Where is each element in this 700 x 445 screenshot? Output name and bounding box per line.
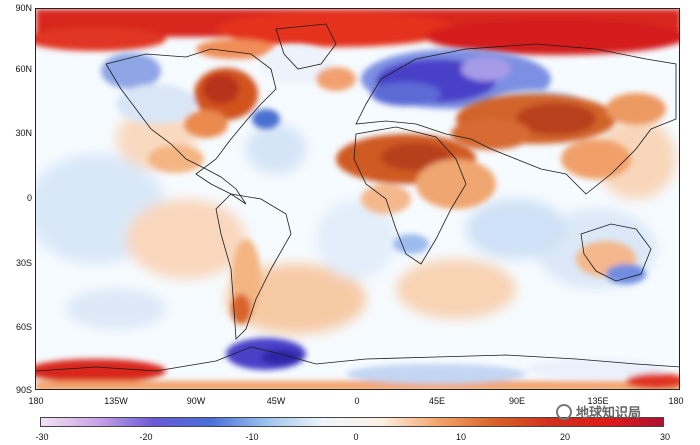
asia-warm-anomaly	[451, 93, 666, 179]
lon-label-90w: 90W	[186, 396, 206, 406]
lon-label-180e: 180	[668, 396, 684, 406]
colorbar	[40, 417, 664, 427]
map-canvas	[36, 9, 679, 389]
arctic-warm-band	[36, 9, 679, 59]
lon-label-135w: 135W	[104, 396, 128, 406]
coast-greenland	[275, 23, 337, 70]
colorbar-tick: -20	[139, 432, 153, 442]
lon-label-0: 0	[354, 396, 360, 406]
watermark: 地球知识局	[556, 402, 641, 421]
colorbar-tick: 20	[559, 432, 571, 442]
colorbar-tick: 10	[455, 432, 467, 442]
colorbar-tick: -30	[35, 432, 49, 442]
lon-label-45w: 45W	[266, 396, 286, 406]
coast-australia	[580, 223, 652, 282]
lat-label-0: 0	[26, 193, 32, 203]
lat-label-60n: 60N	[15, 64, 32, 74]
lat-label-90s: 90S	[15, 385, 32, 395]
southern-hemisphere-land	[231, 234, 646, 324]
eurasia-cold-anomaly	[361, 49, 581, 118]
colorbar-tick: 0	[353, 432, 359, 442]
map-plot-area	[35, 8, 680, 390]
coast-antarctica	[36, 346, 679, 372]
lon-label-180w: 180	[28, 396, 44, 406]
lon-label-45e: 45E	[428, 396, 446, 406]
colorbar-tick: 30	[659, 432, 671, 442]
coast-africa	[353, 126, 467, 265]
lat-label-30n: 30N	[15, 128, 32, 138]
lat-label-60s: 60S	[15, 322, 32, 332]
coast-eurasia	[355, 43, 677, 195]
watermark-text: 地球知识局	[576, 405, 642, 420]
lat-label-30s: 30S	[15, 258, 32, 268]
watermark-logo-icon	[556, 403, 572, 420]
lat-label-90n: 90N	[15, 3, 32, 13]
antarctic-anomaly	[36, 338, 679, 389]
north-atlantic-anomaly	[261, 44, 356, 91]
coast-south-america	[215, 193, 292, 340]
lon-label-135e: 135E	[587, 396, 609, 406]
colorbar-tick: -10	[245, 432, 259, 442]
coastlines	[36, 23, 679, 372]
africa-warm-anomaly	[336, 134, 496, 214]
lon-label-90e: 90E	[508, 396, 526, 406]
coast-north-america	[105, 48, 277, 205]
